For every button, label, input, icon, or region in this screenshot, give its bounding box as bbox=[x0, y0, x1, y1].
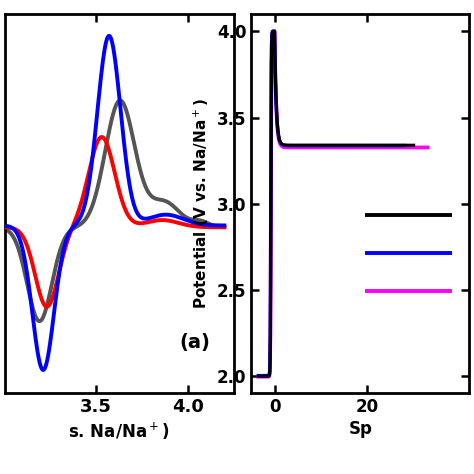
X-axis label: Sp: Sp bbox=[348, 420, 372, 438]
Text: (a): (a) bbox=[180, 333, 210, 352]
Y-axis label: Potential (V vs. Na/Na$^+$): Potential (V vs. Na/Na$^+$) bbox=[192, 99, 211, 309]
X-axis label: s. Na/Na$^+$): s. Na/Na$^+$) bbox=[68, 420, 170, 442]
